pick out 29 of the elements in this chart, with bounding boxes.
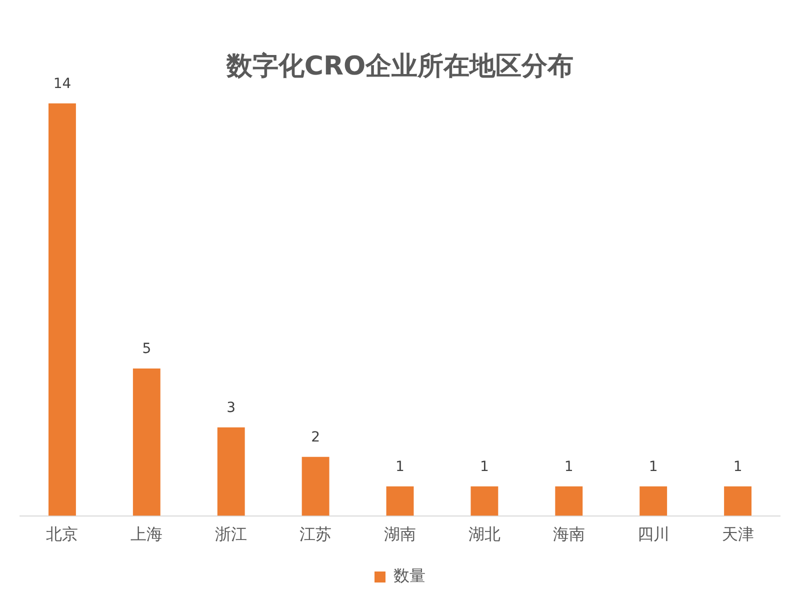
data-label: 3 — [226, 400, 236, 416]
legend-label: 数量 — [394, 566, 426, 586]
x-tick-label: 上海 — [130, 524, 163, 544]
bar — [48, 103, 76, 516]
x-tick-label: 四川 — [637, 524, 670, 544]
bar — [386, 486, 414, 516]
data-label: 2 — [311, 430, 320, 446]
x-tick-label: 湖南 — [384, 524, 416, 544]
chart-title: 数字化CRO企业所在地区分布 — [225, 51, 574, 82]
bar — [470, 486, 498, 516]
data-label: 5 — [142, 341, 152, 358]
bar — [724, 486, 752, 516]
bar — [302, 456, 330, 516]
x-tick-label: 海南 — [552, 524, 585, 544]
data-label: 1 — [480, 458, 489, 475]
data-label: 14 — [53, 76, 72, 92]
bar — [132, 368, 160, 516]
data-label: 1 — [648, 458, 658, 475]
x-tick-label: 天津 — [722, 524, 754, 544]
data-label: 1 — [564, 458, 574, 475]
bar — [217, 427, 245, 516]
bar — [555, 486, 583, 516]
x-tick-label: 江苏 — [300, 524, 332, 544]
data-label: 1 — [733, 458, 742, 475]
data-label: 1 — [396, 458, 404, 475]
x-tick-label: 湖北 — [468, 524, 500, 544]
bar — [640, 486, 668, 516]
x-tick-label: 北京 — [46, 524, 78, 544]
x-tick-label: 浙江 — [215, 524, 248, 544]
